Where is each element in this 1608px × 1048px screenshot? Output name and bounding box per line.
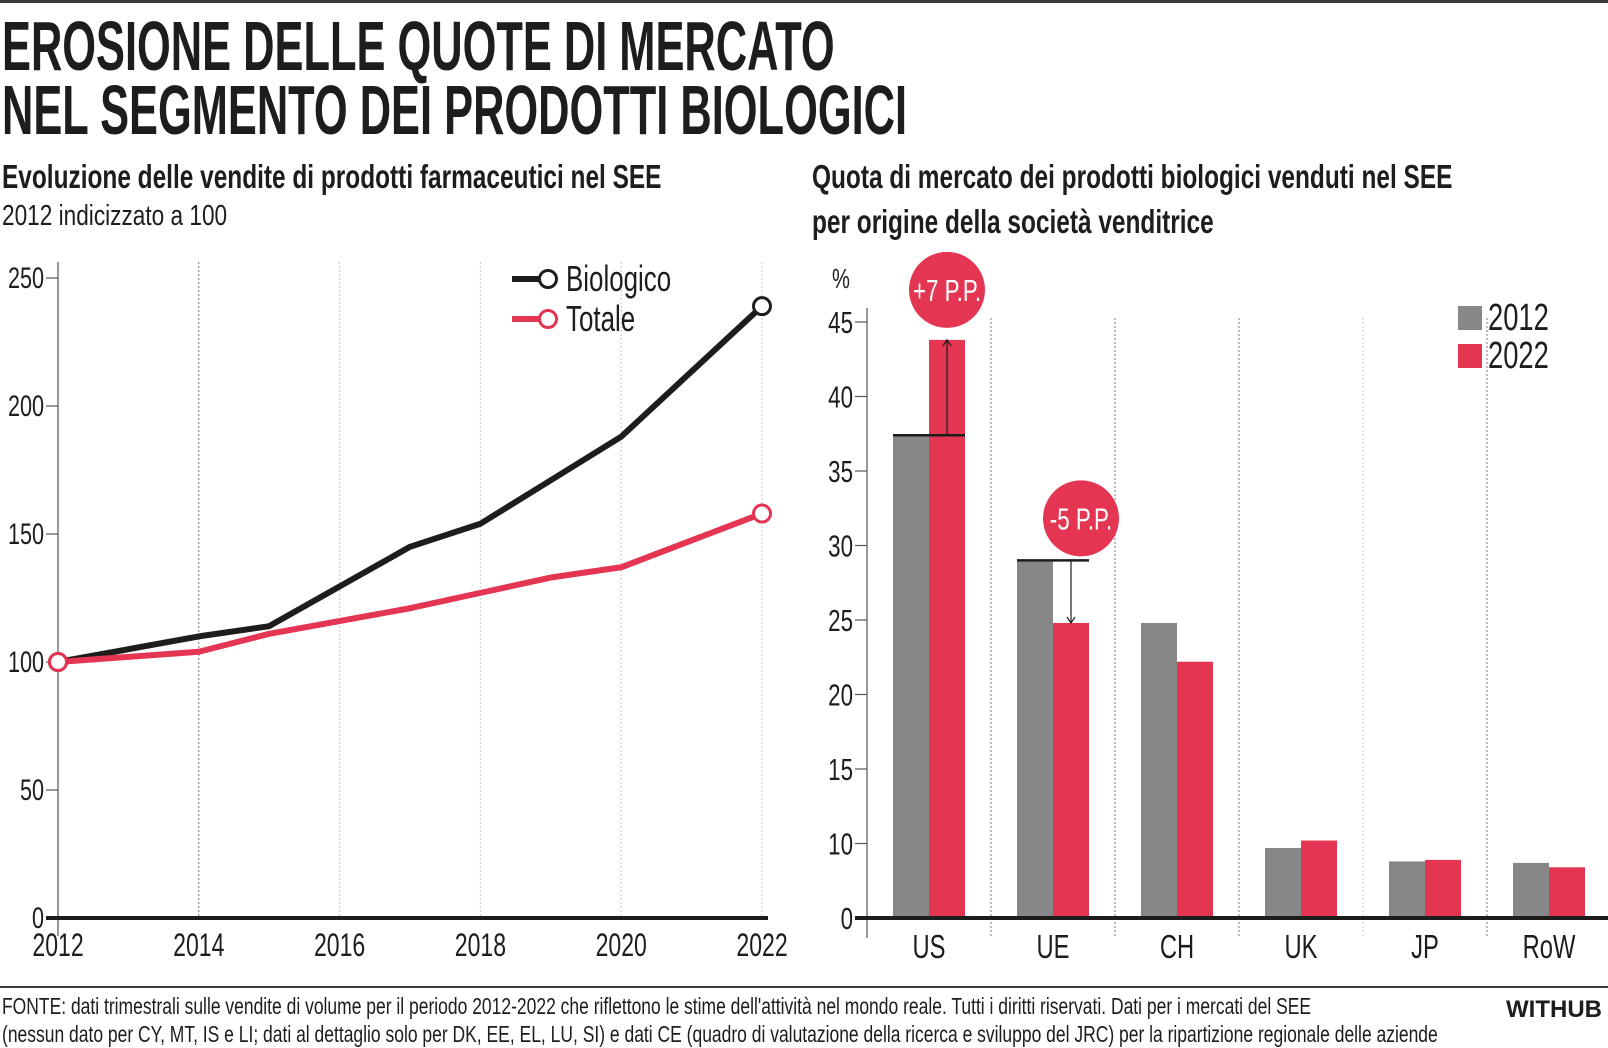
bar-legend-swatch-2012 xyxy=(1458,306,1482,330)
bar-chart-x-label-ue: UE xyxy=(1036,929,1069,966)
line-chart-y-tick-label: 50 xyxy=(20,772,44,806)
bar-chart-unit-label: % xyxy=(832,264,850,295)
bar-ue-2012 xyxy=(1017,560,1053,918)
bar-chart-y-tick-label: 35 xyxy=(828,454,853,488)
line-point-totale-2012 xyxy=(48,652,68,672)
title-line-1: EROSIONE DELLE QUOTE DI MERCATO xyxy=(2,7,835,85)
bar-row-2012 xyxy=(1513,862,1549,918)
title-line-2: NEL SEGMENTO DEI PRODOTTI BIOLOGICI xyxy=(2,71,908,149)
line-chart-y-tick-label: 200 xyxy=(8,388,44,422)
bar-chart-y-tick-label: 25 xyxy=(828,603,853,637)
line-chart-y-tick-label: 100 xyxy=(8,644,44,678)
line-chart-x-tick-label: 2014 xyxy=(173,927,224,963)
bar-chart: % 45 40 35 30 25 20 15 10 0 US UE CH UK JP RoW +7 P.P. -5… xyxy=(828,251,1608,966)
footer-rule xyxy=(0,986,1608,988)
line-chart-x-tick-label: 2018 xyxy=(455,927,506,963)
line-chart-y-tick-label: 0 xyxy=(32,900,44,934)
bar-chart-y-tick-label: 40 xyxy=(828,380,853,414)
line-chart: 0 50 100 150 200 250 2012 2014 2016 2018 2020 2022 B… xyxy=(8,259,788,963)
legend-label-biologico: Biologico xyxy=(566,259,671,299)
bar-chart-y-tick-label: 10 xyxy=(828,827,853,861)
bar-us-2012 xyxy=(893,435,929,918)
bar-chart-x-label-ch: CH xyxy=(1160,929,1194,966)
line-chart-x-tick-label: 2022 xyxy=(736,927,787,963)
line-series-totale xyxy=(55,510,765,665)
bar-uk-2022 xyxy=(1301,840,1337,918)
bar-jp-2022 xyxy=(1425,859,1461,918)
line-chart-x-tick-label: 2016 xyxy=(314,927,365,963)
bar-jp-2012 xyxy=(1389,861,1425,918)
bar-ue-2022 xyxy=(1053,622,1089,918)
line-chart-x-tick-label: 2012 xyxy=(32,927,83,963)
line-chart-y-tick-label: 250 xyxy=(8,260,44,294)
annotation-badge-us xyxy=(909,251,985,328)
bar-legend-label-2022: 2022 xyxy=(1488,335,1549,377)
bar-uk-2012 xyxy=(1265,847,1301,918)
line-point-totale-2022 xyxy=(752,503,772,524)
bar-legend-swatch-2022 xyxy=(1458,344,1482,368)
bar-ch-2022 xyxy=(1177,661,1213,918)
bar-chart-x-label-us: US xyxy=(912,929,945,966)
bar-legend-label-2012: 2012 xyxy=(1488,297,1549,339)
bar-ch-2012 xyxy=(1141,622,1177,918)
line-chart-subtitle: 2012 indicizzato a 100 xyxy=(2,200,228,232)
top-rule xyxy=(0,0,1608,3)
annotation-label-ue: -5 P.P. xyxy=(1050,502,1112,536)
annotation-label-us: +7 P.P. xyxy=(913,273,981,307)
annotation-badge-ue xyxy=(1043,480,1119,557)
bar-chart-y-tick-label: 45 xyxy=(828,305,853,339)
bar-chart-y-tick-label: 0 xyxy=(841,901,853,935)
annotation-arrowhead-ue xyxy=(1066,616,1076,625)
bar-row-2022 xyxy=(1549,867,1585,918)
bar-chart-title-line-2: per origine della società venditrice xyxy=(812,203,1214,240)
bar-chart-title: Quota di mercato dei prodotti biologici … xyxy=(812,158,1453,195)
line-series-biologico xyxy=(55,303,765,665)
line-chart-title: Evoluzione delle vendite di prodotti far… xyxy=(2,158,662,195)
bar-chart-y-tick-label: 30 xyxy=(828,529,853,563)
legend-label-totale: Totale xyxy=(566,299,635,339)
legend-marker-biologico xyxy=(538,269,558,289)
line-chart-y-tick-label: 150 xyxy=(8,516,44,550)
line-point-biologico-2022 xyxy=(752,296,772,317)
bar-chart-y-tick-label: 20 xyxy=(828,678,853,712)
source-note-line-1: FONTE: dati trimestrali sulle vendite di… xyxy=(2,993,1312,1019)
bar-chart-x-label-jp: JP xyxy=(1411,929,1439,966)
bar-chart-x-label-row: RoW xyxy=(1523,929,1577,966)
line-chart-x-tick-label: 2020 xyxy=(596,927,647,963)
bar-chart-y-tick-label: 15 xyxy=(828,752,853,786)
brand-logo: WITHUB xyxy=(1506,996,1602,1023)
source-note-line-2: (nessun dato per CY, MT, IS e LI; dati a… xyxy=(2,1021,1438,1047)
legend-marker-totale xyxy=(538,309,558,329)
bar-chart-x-label-uk: UK xyxy=(1284,929,1317,966)
annotation-arrowhead-us xyxy=(942,338,952,347)
page-title: EROSIONE DELLE QUOTE DI MERCATO NEL SEGM… xyxy=(2,7,908,149)
